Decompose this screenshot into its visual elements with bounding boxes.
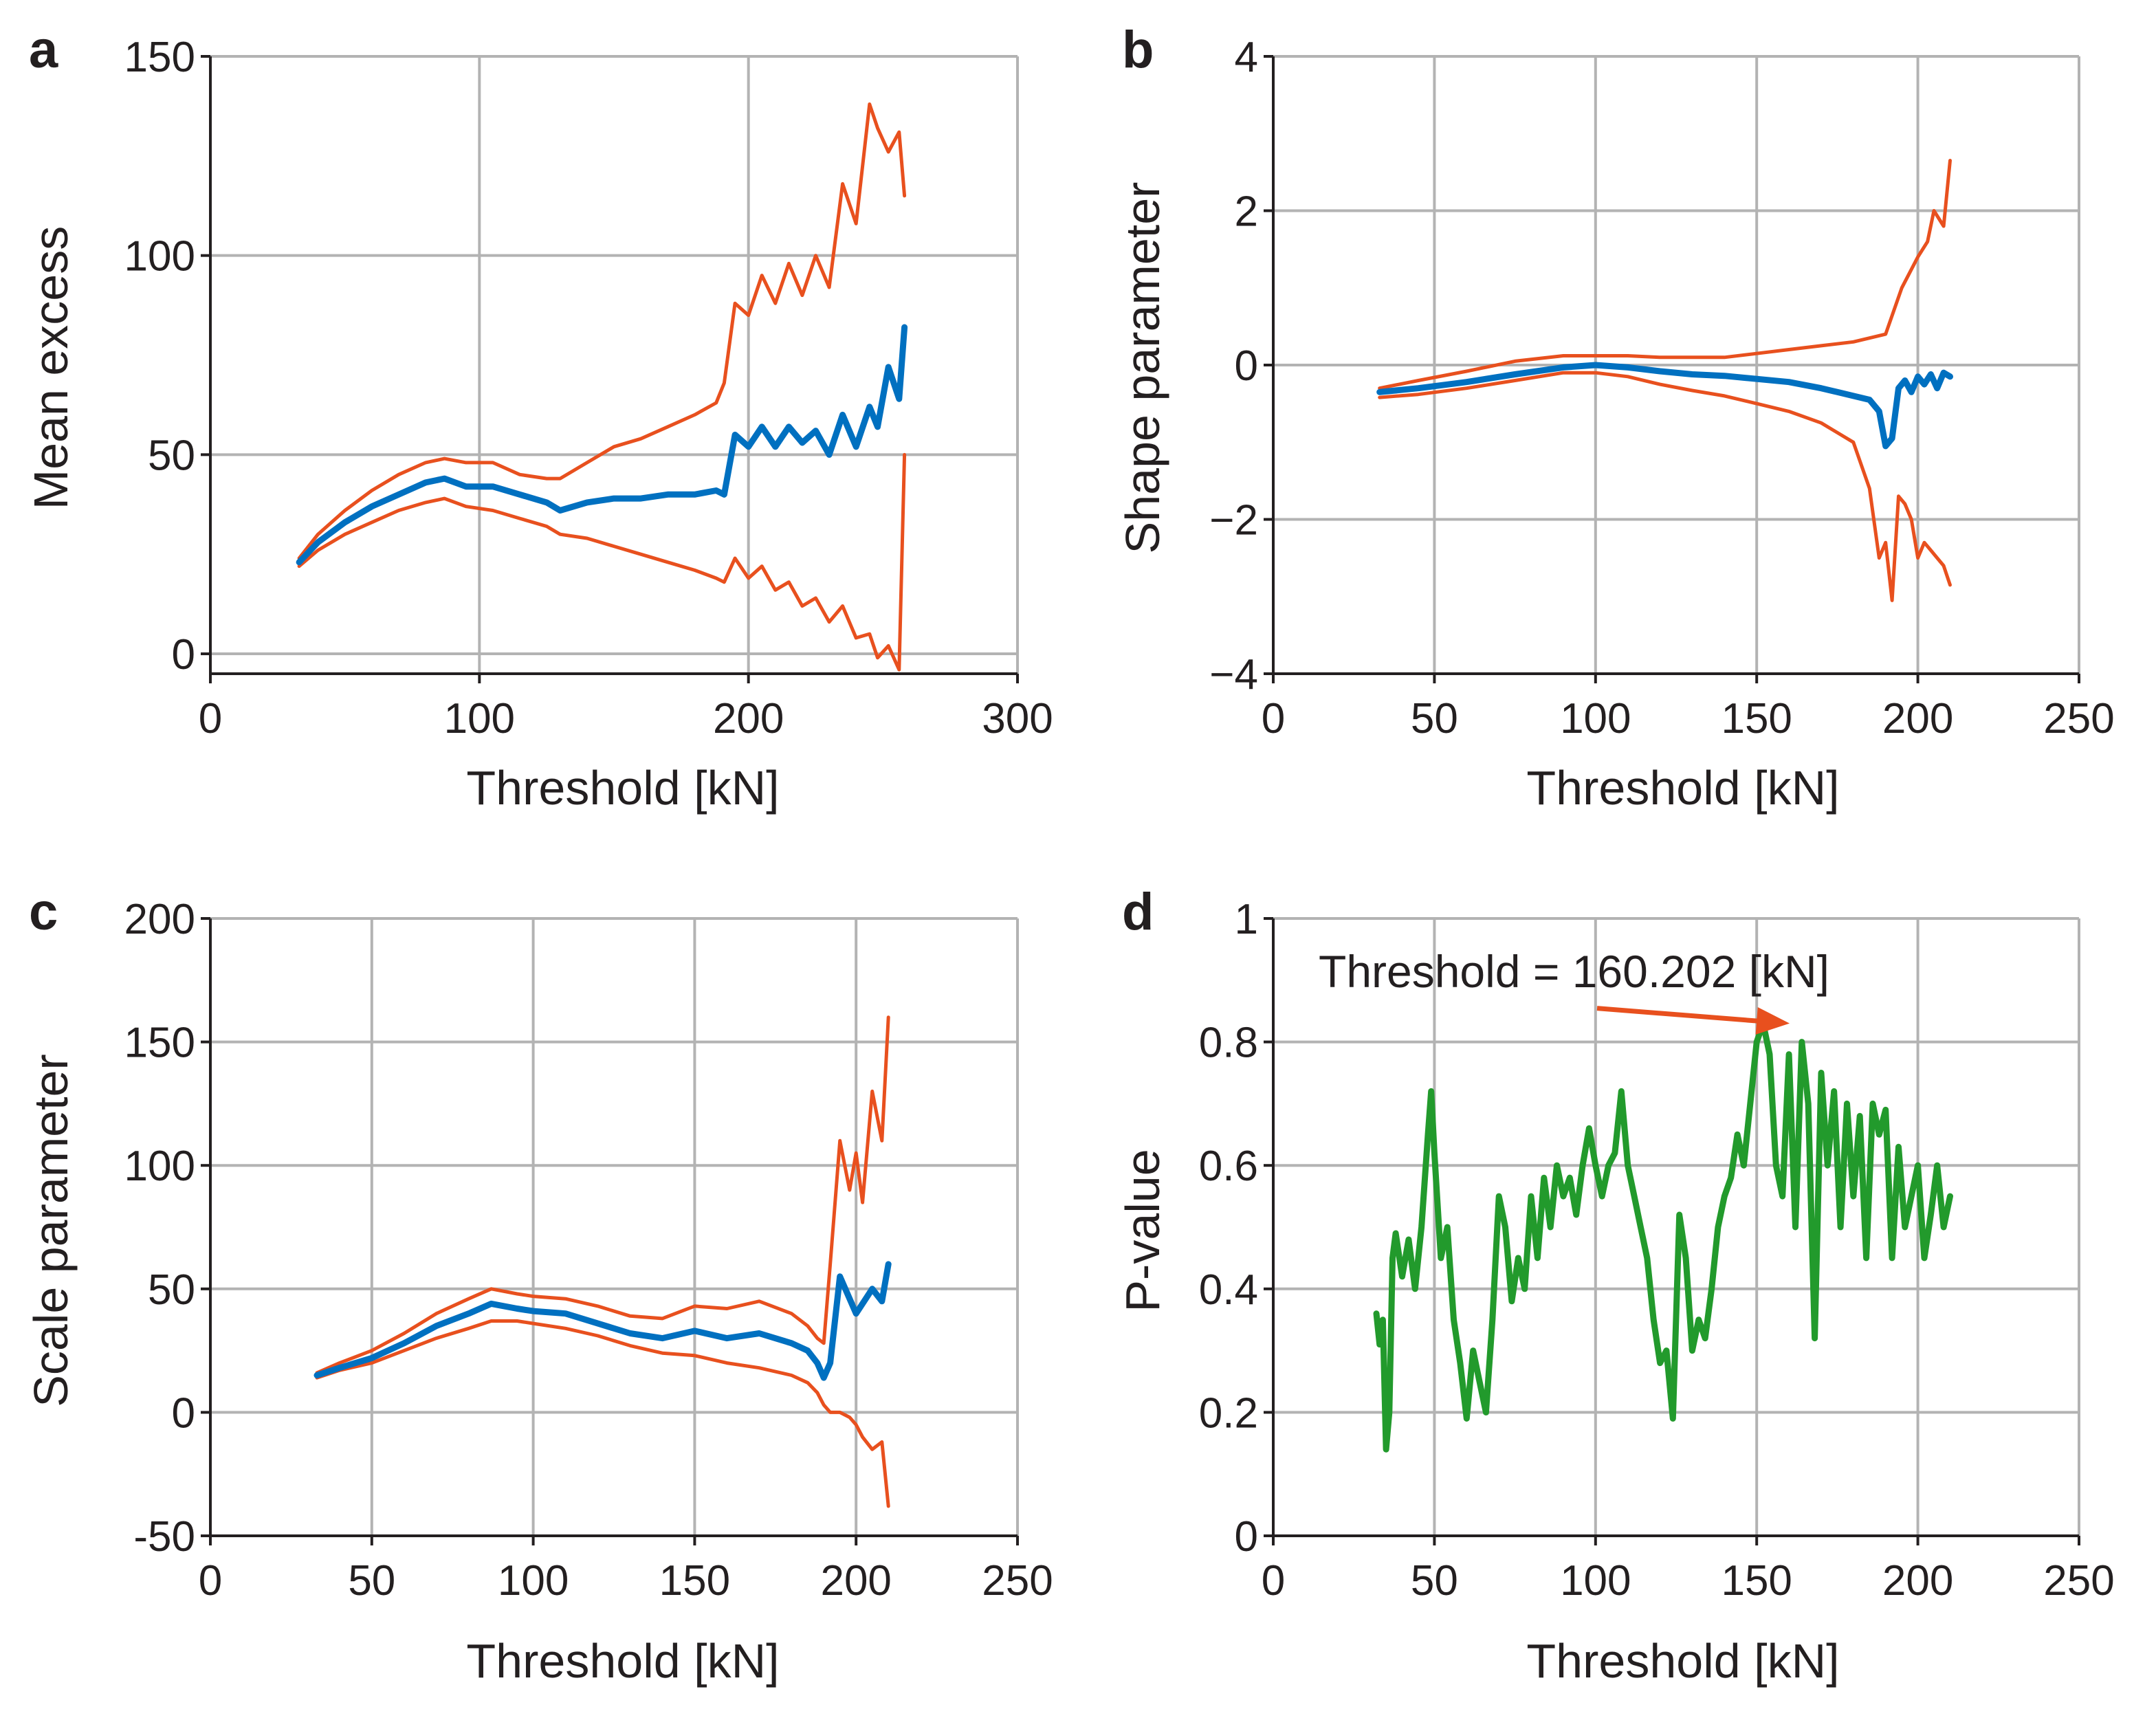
x-tick-label: 300 (982, 695, 1053, 742)
y-tick-label: 200 (124, 896, 195, 943)
y-tick-label: 0.8 (1199, 1020, 1258, 1067)
series-upper-bound-line (315, 1015, 890, 1375)
y-tick-label: 2 (1235, 188, 1258, 236)
x-tick-label: 150 (1721, 695, 1792, 742)
y-tick-label: 0.4 (1199, 1266, 1258, 1314)
y-tick-label: -50 (133, 1513, 195, 1561)
x-tick-label: 150 (659, 1557, 730, 1605)
y-tick-label: −4 (1209, 651, 1258, 698)
x-tick-label: 50 (1411, 1557, 1458, 1605)
panel-label: a (29, 21, 58, 79)
series-upper-bound-line (1378, 159, 1952, 390)
x-tick-label: 0 (1262, 1557, 1285, 1605)
y-tick-label: 0.2 (1199, 1389, 1258, 1437)
series-lower-bound-line (297, 452, 907, 672)
x-tick-label: 150 (1721, 1557, 1792, 1605)
y-axis-title: Scale parameter (24, 1054, 78, 1407)
panel-label: b (1122, 21, 1154, 79)
panel-a: 0 100 200 300 0 50 100 150 a Threshold [kN] Mea… (24, 21, 1053, 815)
x-tick-label: 100 (1560, 1557, 1631, 1605)
x-tick-label: 0 (199, 695, 222, 742)
series-estimate-line (314, 1261, 892, 1381)
x-tick-label: 100 (498, 1557, 569, 1605)
y-axis-title: Mean excess (24, 226, 78, 509)
x-tick-label: 100 (444, 695, 515, 742)
x-tick-label: 100 (1560, 695, 1631, 742)
x-axis-title: Threshold [kN] (466, 761, 779, 815)
x-tick-label: 50 (1411, 695, 1458, 742)
x-tick-label: 0 (1262, 695, 1285, 742)
x-tick-label: 200 (713, 695, 784, 742)
y-tick-label: 0.6 (1199, 1143, 1258, 1190)
y-tick-label: 50 (148, 432, 195, 479)
x-tick-label: 0 (199, 1557, 222, 1605)
y-tick-label: 0 (1235, 342, 1258, 390)
series-lower-bound-line (315, 1319, 890, 1508)
x-axis-title: Threshold [kN] (1526, 1634, 1839, 1688)
x-tick-label: 200 (1882, 1557, 1953, 1605)
series-upper-bound-line (297, 102, 907, 560)
series-estimate-line (1376, 362, 1953, 450)
y-axis-title: Shape parameter (1116, 182, 1169, 554)
annotation-arrowhead (1755, 1006, 1790, 1035)
x-tick-label: 200 (1882, 695, 1953, 742)
series-lower-bound-line (1378, 371, 1952, 602)
series-p-value-line (1373, 1020, 1953, 1453)
y-tick-label: 100 (124, 233, 195, 280)
x-axis-title: Threshold [kN] (466, 1634, 779, 1688)
panel-d: 0 50 100 150 200 250 0 0.2 0.4 0.6 0.8 1 d Threshol… (1116, 883, 2115, 1688)
y-tick-label: 50 (148, 1266, 195, 1314)
y-tick-label: 1 (1235, 896, 1258, 943)
y-tick-label: 100 (124, 1143, 195, 1190)
threshold-annotation: Threshold = 160.202 [kN] (1319, 946, 1829, 997)
x-tick-label: 200 (820, 1557, 891, 1605)
panel-label: c (29, 883, 58, 941)
annotation-arrow (1596, 1006, 1763, 1024)
y-tick-label: −2 (1209, 497, 1258, 544)
x-tick-label: 50 (348, 1557, 395, 1605)
y-tick-label: 0 (172, 1389, 195, 1437)
y-axis-title: P-value (1116, 1149, 1169, 1312)
y-tick-label: 4 (1235, 34, 1258, 81)
x-tick-label: 250 (2043, 695, 2114, 742)
series-estimate-line (296, 324, 908, 566)
panel-label: d (1122, 883, 1154, 941)
y-tick-label: 0 (172, 631, 195, 679)
x-tick-label: 250 (2043, 1557, 2114, 1605)
x-axis-title: Threshold [kN] (1526, 761, 1839, 815)
x-tick-label: 250 (982, 1557, 1053, 1605)
y-tick-label: 150 (124, 1020, 195, 1067)
y-tick-label: 0 (1235, 1513, 1258, 1561)
y-tick-label: 150 (124, 34, 195, 81)
